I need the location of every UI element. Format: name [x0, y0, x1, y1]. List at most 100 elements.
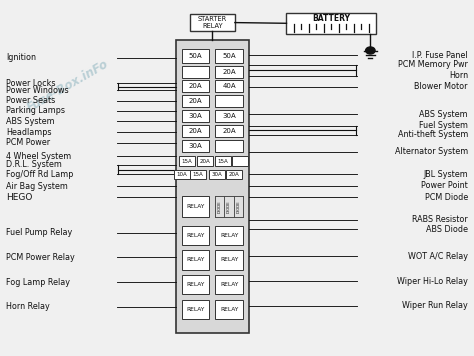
Text: ABS Diode: ABS Diode: [426, 225, 468, 234]
Text: 20A: 20A: [189, 83, 202, 89]
Bar: [215, 140, 243, 152]
Bar: [182, 95, 210, 107]
Bar: [179, 156, 195, 166]
Bar: [190, 169, 206, 179]
Bar: [173, 169, 190, 179]
Text: PCM Power Relay: PCM Power Relay: [6, 253, 75, 262]
Bar: [215, 225, 243, 245]
Text: Fog/Off Rd Lamp: Fog/Off Rd Lamp: [6, 170, 73, 179]
Bar: [176, 40, 249, 334]
Text: RELAY: RELAY: [186, 257, 205, 262]
Text: HEGO: HEGO: [6, 193, 33, 202]
Text: 30A: 30A: [222, 113, 236, 119]
Bar: [215, 196, 224, 217]
Text: ABS System: ABS System: [419, 110, 468, 119]
Text: 50A: 50A: [222, 53, 236, 59]
Text: Fuse-Box.inFo: Fuse-Box.inFo: [24, 58, 110, 115]
Text: RELAY: RELAY: [186, 307, 205, 312]
Text: 20A: 20A: [222, 128, 236, 134]
Text: ABS System: ABS System: [6, 117, 55, 126]
Bar: [197, 156, 213, 166]
Text: RABS Resistor: RABS Resistor: [412, 215, 468, 224]
Text: Parking Lamps: Parking Lamps: [6, 106, 65, 115]
Text: Power Seats: Power Seats: [6, 96, 55, 105]
Text: D.R.L. System: D.R.L. System: [6, 160, 62, 169]
Text: Anti-theft System: Anti-theft System: [398, 130, 468, 140]
Bar: [224, 196, 234, 217]
Text: 4 Wheel System: 4 Wheel System: [6, 152, 72, 161]
Text: 20A: 20A: [189, 98, 202, 104]
Text: STARTER
RELAY: STARTER RELAY: [198, 16, 227, 29]
Text: 15A: 15A: [182, 158, 192, 163]
Text: Power Locks: Power Locks: [6, 79, 55, 88]
Bar: [226, 169, 242, 179]
Text: Horn Relay: Horn Relay: [6, 303, 50, 312]
Bar: [182, 196, 210, 217]
Text: 50A: 50A: [189, 53, 202, 59]
Bar: [182, 250, 210, 269]
Bar: [215, 49, 243, 63]
Text: Power Windows: Power Windows: [6, 86, 69, 95]
Bar: [215, 80, 243, 92]
Text: DIODE: DIODE: [227, 200, 231, 213]
Text: Fuel System: Fuel System: [419, 121, 468, 130]
Text: RELAY: RELAY: [220, 257, 238, 262]
Bar: [182, 225, 210, 245]
Bar: [190, 14, 235, 31]
Text: BATTERY: BATTERY: [312, 14, 350, 23]
Bar: [215, 156, 231, 166]
Text: Air Bag System: Air Bag System: [6, 182, 68, 191]
Bar: [182, 275, 210, 294]
Text: 30A: 30A: [189, 113, 202, 119]
Text: Ignition: Ignition: [6, 53, 36, 62]
Text: PCM Power: PCM Power: [6, 138, 50, 147]
Bar: [182, 66, 210, 78]
Text: 20A: 20A: [222, 69, 236, 75]
Bar: [232, 156, 248, 166]
Text: RELAY: RELAY: [186, 282, 205, 287]
Text: Alternator System: Alternator System: [395, 147, 468, 156]
Text: 20A: 20A: [200, 158, 210, 163]
Text: Fog Lamp Relay: Fog Lamp Relay: [6, 278, 70, 287]
Bar: [215, 196, 243, 217]
Bar: [215, 250, 243, 269]
Text: 40A: 40A: [222, 83, 236, 89]
Text: JBL System: JBL System: [423, 170, 468, 179]
Bar: [234, 196, 243, 217]
Text: RELAY: RELAY: [220, 233, 238, 238]
Text: Fuel Pump Relay: Fuel Pump Relay: [6, 228, 73, 237]
Text: 30A: 30A: [189, 143, 202, 149]
Bar: [182, 49, 210, 63]
Text: RELAY: RELAY: [220, 282, 238, 287]
Text: RELAY: RELAY: [186, 233, 205, 238]
Text: DIODE: DIODE: [237, 200, 240, 213]
Text: 10A: 10A: [176, 172, 187, 177]
Text: Blower Motor: Blower Motor: [414, 82, 468, 91]
Bar: [215, 275, 243, 294]
Bar: [182, 110, 210, 122]
Bar: [215, 300, 243, 319]
Text: 20A: 20A: [189, 128, 202, 134]
Text: PCM Memory Pwr: PCM Memory Pwr: [398, 61, 468, 69]
Bar: [286, 13, 376, 33]
Bar: [215, 66, 243, 78]
Bar: [215, 95, 243, 107]
Bar: [182, 300, 210, 319]
Text: I.P. Fuse Panel: I.P. Fuse Panel: [412, 51, 468, 59]
Text: 20A: 20A: [229, 172, 239, 177]
Bar: [215, 110, 243, 122]
Text: 15A: 15A: [218, 158, 228, 163]
Circle shape: [365, 47, 375, 54]
Text: Wiper Hi-Lo Relay: Wiper Hi-Lo Relay: [397, 277, 468, 286]
Bar: [215, 125, 243, 137]
Text: DIODE: DIODE: [218, 200, 222, 213]
Text: RELAY: RELAY: [220, 307, 238, 312]
Text: Power Point: Power Point: [421, 181, 468, 190]
Text: WOT A/C Relay: WOT A/C Relay: [408, 252, 468, 261]
Text: Wiper Run Relay: Wiper Run Relay: [402, 302, 468, 310]
Text: PCM Diode: PCM Diode: [425, 193, 468, 202]
Text: RELAY: RELAY: [186, 204, 205, 209]
Text: 15A: 15A: [192, 172, 203, 177]
Bar: [182, 140, 210, 152]
Bar: [182, 80, 210, 92]
